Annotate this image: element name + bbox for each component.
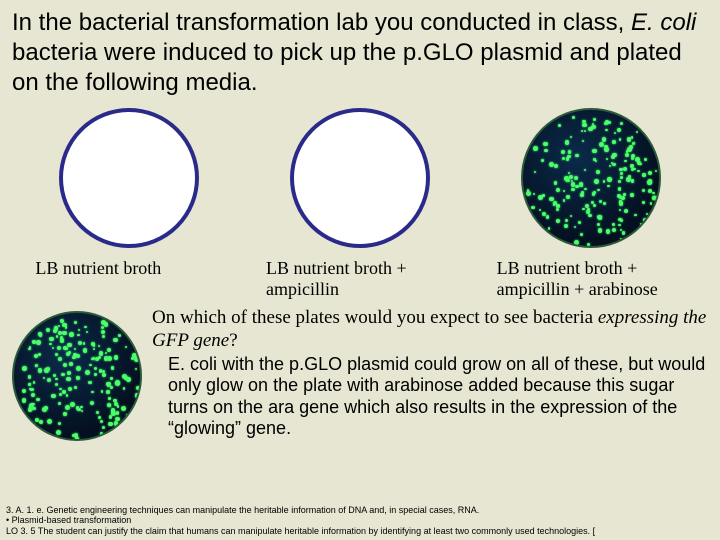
title-text: In the bacterial transformation lab you … [0, 0, 720, 102]
plate-col-1: LB nutrient broth [29, 108, 229, 279]
footer-line2: • Plasmid-based transformation [6, 515, 714, 525]
plate-label-2: LB nutrient broth + ampicillin [260, 258, 460, 299]
answer-text: E. coli with the p.GLO plasmid could gro… [152, 354, 708, 439]
answer-block: On which of these plates would you expec… [152, 307, 708, 439]
plate-col-2: LB nutrient broth + ampicillin [260, 108, 460, 299]
bottom-row: On which of these plates would you expec… [0, 299, 720, 441]
footer-line3: LO 3. 5 The student can justify the clai… [6, 526, 714, 536]
plate-label-3: LB nutrient broth + ampicillin + arabino… [491, 258, 691, 299]
question-text: On which of these plates would you expec… [152, 307, 708, 352]
question-pre: On which of these plates would you expec… [152, 307, 598, 328]
plate-col-3: LB nutrient broth + ampicillin + arabino… [491, 108, 691, 299]
footer-standards: 3. A. 1. e. Genetic engineering techniqu… [6, 505, 714, 536]
title-em: E. coli [631, 9, 696, 36]
title-pre: In the bacterial transformation lab you … [12, 9, 631, 36]
question-post: ? [229, 330, 237, 351]
plate-1 [59, 108, 199, 248]
plates-row: LB nutrient broth LB nutrient broth + am… [0, 102, 720, 299]
reference-glow-plate [12, 311, 142, 441]
plate-label-1: LB nutrient broth [29, 258, 161, 279]
title-post: bacteria were induced to pick up the p.G… [12, 39, 682, 96]
footer-line1: 3. A. 1. e. Genetic engineering techniqu… [6, 505, 714, 515]
plate-2 [290, 108, 430, 248]
plate-3-glowing [521, 108, 661, 248]
